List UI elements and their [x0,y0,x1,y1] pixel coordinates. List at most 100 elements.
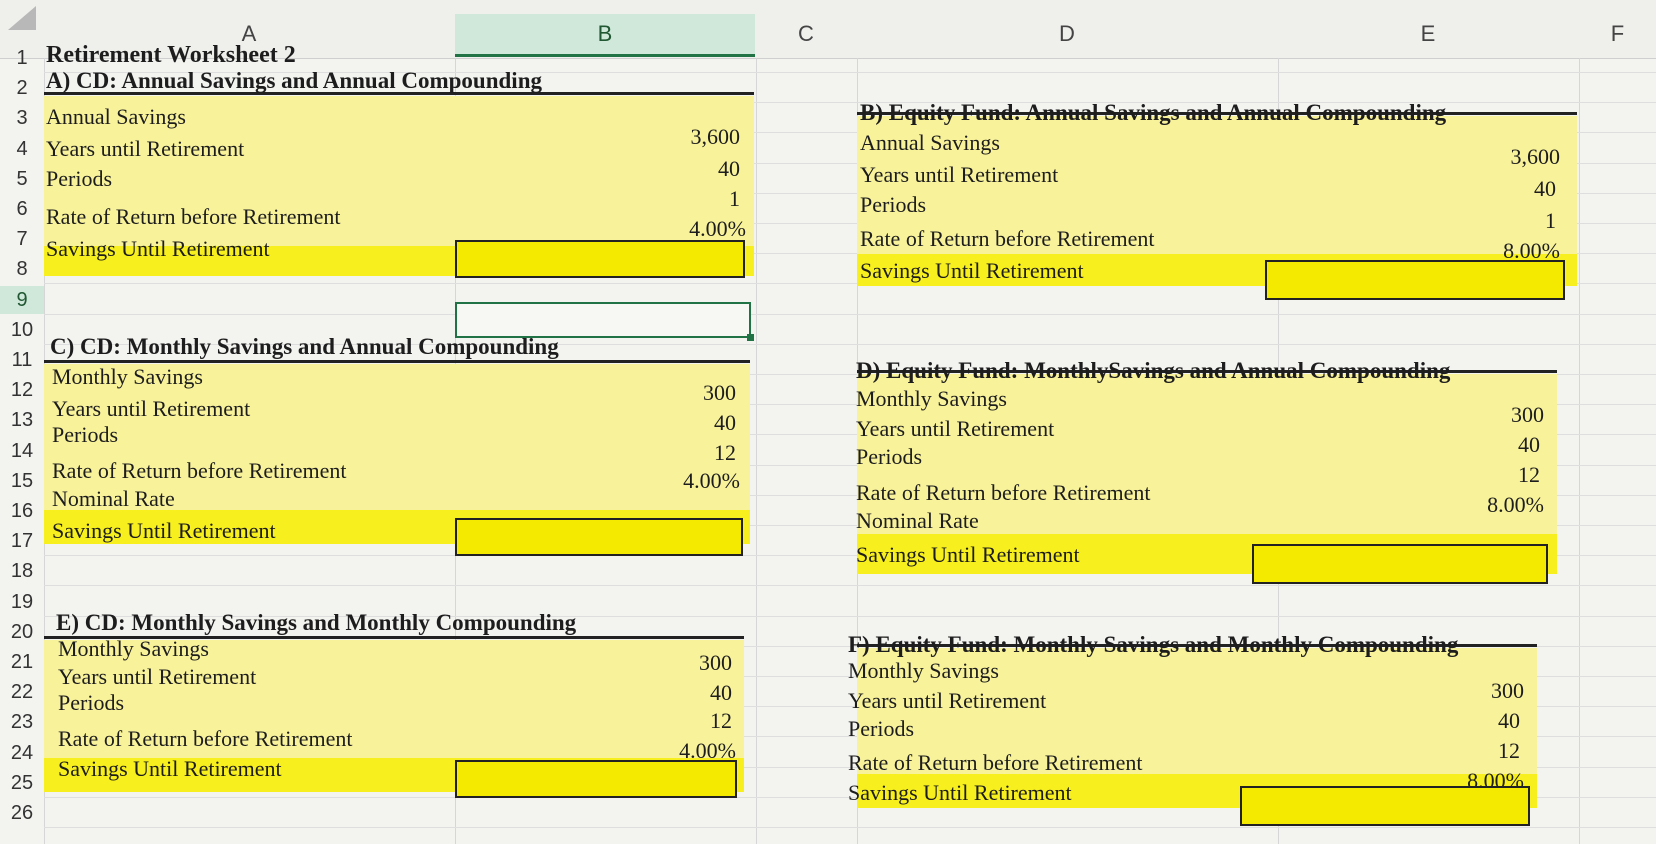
section-d-label[interactable]: Rate of Return before Retirement [856,480,1151,505]
section-f-label[interactable]: Monthly Savings [848,658,999,683]
row-header[interactable]: 11 [11,349,33,371]
section-f-value[interactable]: 40 [1498,708,1520,733]
section-c-value[interactable]: 300 [703,380,736,405]
column-header-a[interactable]: A [241,21,257,46]
section-f-value[interactable]: 12 [1498,738,1520,763]
section-c-value[interactable]: 40 [714,410,736,435]
select-all-corner[interactable] [8,6,36,30]
section-c-label[interactable]: Savings Until Retirement [52,518,276,543]
section-f-label[interactable]: Savings Until Retirement [848,780,1072,805]
section-e-label[interactable]: Rate of Return before Retirement [58,726,353,751]
section-b-value[interactable]: 1 [1545,208,1556,233]
row-header[interactable]: 17 [10,530,34,552]
section-c-value[interactable]: 4.00% [683,468,740,493]
column-header-c[interactable]: C [798,21,814,46]
row-header[interactable]: 10 [10,319,34,341]
section-d-label[interactable]: Periods [856,444,922,469]
row-header[interactable]: 7 [16,228,28,250]
section-a-title[interactable]: A) CD: Annual Savings and Annual Compoun… [46,68,542,93]
section-d-value[interactable]: 8.00% [1487,492,1544,517]
section-e-value[interactable]: 40 [710,680,732,705]
section-c-title[interactable]: C) CD: Monthly Savings and Annual Compou… [50,334,559,359]
row-header[interactable]: 21 [10,651,34,673]
section-d-label[interactable]: Nominal Rate [856,508,979,533]
section-b-value[interactable]: 8.00% [1503,238,1560,263]
section-c-label[interactable]: Years until Retirement [52,396,251,421]
row-header[interactable]: 13 [10,409,34,431]
column-header-b[interactable]: B [455,14,755,57]
section-f-label[interactable]: Periods [848,716,914,741]
row-header[interactable]: 18 [10,560,34,582]
section-a-label[interactable]: Years until Retirement [46,136,245,161]
sheet-title[interactable]: Retirement Worksheet 2 [46,42,296,68]
row-header[interactable]: 19 [10,591,34,613]
section-e-value[interactable]: 300 [699,650,732,675]
section-d-value[interactable]: 300 [1511,402,1544,427]
section-b-result-cell[interactable] [1265,260,1565,300]
selected-cell-b9[interactable] [455,302,751,338]
row-header[interactable]: 1 [16,47,28,69]
section-a-label[interactable]: Rate of Return before Retirement [46,204,341,229]
section-c-result-cell[interactable] [455,518,743,556]
section-f-result-cell[interactable] [1240,786,1530,826]
section-f-value[interactable]: 300 [1491,678,1524,703]
row-header[interactable]: 9 [0,286,44,314]
row-header[interactable]: 8 [16,258,28,280]
section-c-value[interactable]: 12 [714,440,736,465]
section-c-label[interactable]: Periods [52,422,118,447]
section-b-label[interactable]: Years until Retirement [860,162,1059,187]
section-d-value[interactable]: 12 [1518,462,1540,487]
section-c-label[interactable]: Monthly Savings [52,364,203,389]
section-e-label[interactable]: Savings Until Retirement [58,756,282,781]
row-header[interactable]: 15 [10,470,34,492]
row-header[interactable]: 14 [10,440,34,462]
section-a-result-cell[interactable] [455,240,745,278]
section-c-label[interactable]: Rate of Return before Retirement [52,458,347,483]
section-c-label[interactable]: Nominal Rate [52,486,175,511]
section-e-value[interactable]: 4.00% [679,738,736,763]
section-d-value[interactable]: 40 [1518,432,1540,457]
section-a-label[interactable]: Periods [46,166,112,191]
section-a-value[interactable]: 3,600 [690,124,741,149]
section-e-label[interactable]: Years until Retirement [58,664,257,689]
section-f-title[interactable]: F) Equity Fund: Monthly Savings and Mont… [848,632,1459,657]
row-header[interactable]: 23 [10,711,34,733]
section-f-label[interactable]: Years until Retirement [848,688,1047,713]
section-b-title[interactable]: B) Equity Fund: Annual Savings and Annua… [860,100,1447,125]
section-d-result-cell[interactable] [1252,544,1548,584]
section-d-label[interactable]: Monthly Savings [856,386,1007,411]
section-f-label[interactable]: Rate of Return before Retirement [848,750,1143,775]
section-b-value[interactable]: 3,600 [1510,144,1561,169]
section-a-value[interactable]: 1 [729,186,740,211]
section-e-label[interactable]: Monthly Savings [58,636,209,661]
row-header[interactable]: 20 [10,621,34,643]
row-header[interactable]: 12 [10,379,34,401]
section-b-value[interactable]: 40 [1534,176,1556,201]
column-header-d[interactable]: D [1059,21,1075,46]
section-d-title[interactable]: D) Equity Fund: MonthlySavings and Annua… [856,358,1451,383]
section-a-value[interactable]: 4.00% [689,216,746,241]
section-b-label[interactable]: Savings Until Retirement [860,258,1084,283]
section-b-label[interactable]: Annual Savings [860,130,1000,155]
section-e-result-cell[interactable] [455,760,737,798]
section-a-label[interactable]: Annual Savings [46,104,186,129]
section-d-label[interactable]: Years until Retirement [856,416,1055,441]
row-header[interactable]: 6 [16,198,28,220]
column-header-f[interactable]: F [1610,21,1625,46]
section-d-label[interactable]: Savings Until Retirement [856,542,1080,567]
section-a-value[interactable]: 40 [718,156,740,181]
section-b-label[interactable]: Rate of Return before Retirement [860,226,1155,251]
row-header[interactable]: 2 [16,77,28,99]
section-e-value[interactable]: 12 [710,708,732,733]
column-header-e[interactable]: E [1420,21,1436,46]
row-header[interactable]: 4 [16,138,28,160]
row-header[interactable]: 24 [10,742,34,764]
fill-handle[interactable] [747,334,754,341]
row-header[interactable]: 5 [16,168,28,190]
section-e-title[interactable]: E) CD: Monthly Savings and Monthly Compo… [56,610,577,635]
row-header[interactable]: 16 [10,500,34,522]
section-e-label[interactable]: Periods [58,690,124,715]
row-header[interactable]: 26 [10,802,34,824]
section-b-label[interactable]: Periods [860,192,926,217]
row-header[interactable]: 25 [10,772,34,794]
